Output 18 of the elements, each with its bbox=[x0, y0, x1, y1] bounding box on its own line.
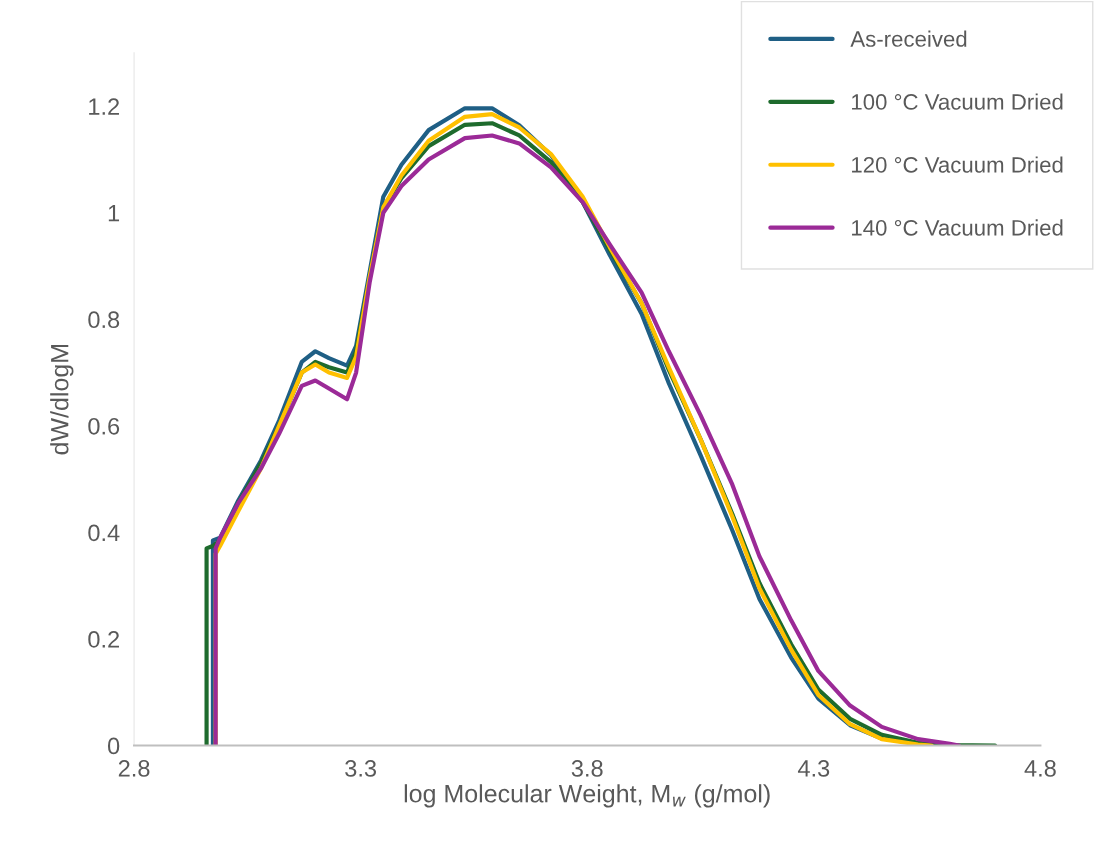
legend-label: 140 °C Vacuum Dried bbox=[852, 219, 1063, 236]
y-tick-label: 0.6 bbox=[88, 417, 120, 435]
y-tick-label: 1 bbox=[108, 205, 120, 222]
x-tick-label: 4.3 bbox=[797, 760, 830, 777]
y-axis-title: dW/dlogM bbox=[50, 344, 74, 455]
legend-label: 120 °C Vacuum Dried bbox=[852, 156, 1063, 173]
x-tick-label: 2.8 bbox=[118, 760, 150, 777]
y-tick-label: 0.4 bbox=[88, 524, 120, 542]
legend-label: As-received bbox=[850, 30, 967, 47]
x-axis-title: log Molecular Weight, M$_{w}$ (g/mol) bbox=[404, 784, 770, 808]
y-tick-label: 1.2 bbox=[89, 98, 119, 115]
y-tick-label: 0 bbox=[107, 737, 120, 755]
y-tick-label: 0.2 bbox=[88, 631, 119, 648]
y-tick-label: 0.8 bbox=[88, 311, 120, 329]
legend-label: 100 °C Vacuum Dried bbox=[852, 93, 1063, 110]
x-tick-label: 3.3 bbox=[345, 760, 377, 777]
x-tick-label: 3.8 bbox=[571, 760, 603, 777]
x-tick-label: 4.8 bbox=[1024, 760, 1056, 777]
